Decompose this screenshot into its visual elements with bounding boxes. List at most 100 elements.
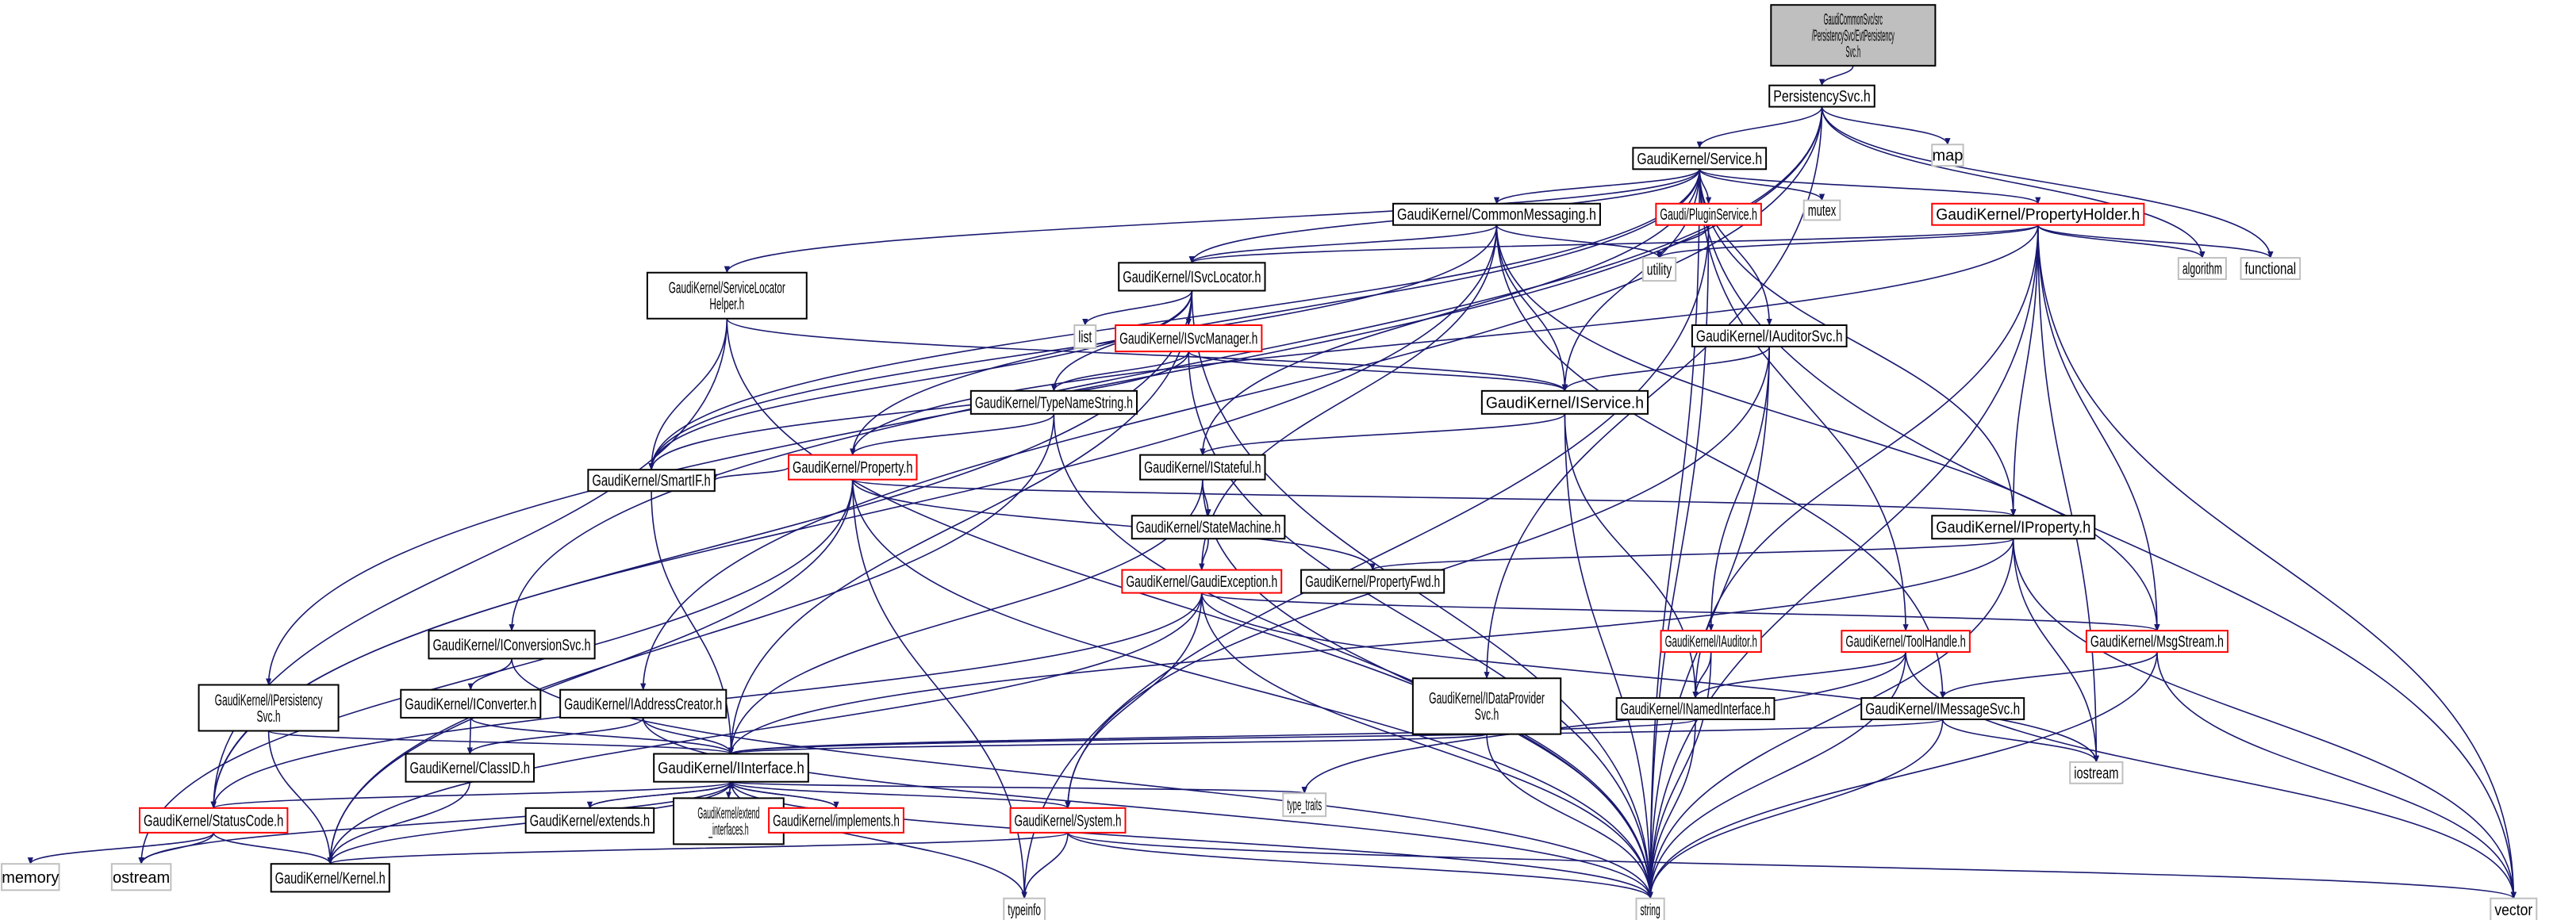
node-label: mutex [1808, 202, 1837, 220]
edge-IAddressCreator-to-string [642, 717, 1653, 899]
node-box [139, 807, 289, 834]
edge-INamedInterface-to-string [1647, 719, 1696, 899]
edge-System-to-vector [1067, 832, 2516, 899]
node-StateMachine[interactable]: GaudiKernel/StateMachine.h [1131, 515, 1286, 540]
node-box [1802, 199, 1841, 221]
node-box [110, 863, 172, 891]
node-StatusCode[interactable]: GaudiKernel/StatusCode.h [139, 807, 289, 834]
edge-IAddressCreator-to-ClassID [466, 717, 644, 755]
node-IService[interactable]: GaudiKernel/IService.h [1480, 389, 1649, 415]
node-PropertyFwd[interactable]: GaudiKernel/PropertyFwd.h [1300, 569, 1445, 594]
edge-IConverter-to-IInterface [470, 717, 734, 755]
node-memory: memory [1, 863, 60, 891]
edge-PropertyHolder-to-string [1647, 224, 2039, 899]
node-Property[interactable]: GaudiKernel/Property.h [787, 454, 918, 481]
edge-IAuditorSvc-to-IAuditor [1708, 346, 1771, 632]
node-IMessageSvc[interactable]: GaudiKernel/IMessageSvc.h [1860, 697, 2025, 721]
node-box [524, 807, 655, 834]
node-box [1641, 257, 1677, 282]
node-label: utility [1647, 262, 1672, 279]
node-ToolHandle[interactable]: GaudiKernel/ToolHandle.h [1841, 630, 1971, 654]
node-IConverter[interactable]: GaudiKernel/IConverter.h [400, 688, 542, 719]
node-map: map [1931, 144, 1964, 167]
node-SmartIF[interactable]: GaudiKernel/SmartIF.h [587, 469, 716, 493]
node-System[interactable]: GaudiKernel/System.h [1009, 807, 1127, 834]
node-root[interactable]: GaudiCommonSvc/src/PersistencySvc/EvtPer… [1770, 4, 1937, 67]
node-ISvcManager[interactable]: GaudiKernel/ISvcManager.h [1115, 324, 1263, 353]
node-box [1660, 630, 1762, 654]
edge-IAddressCreator-to-IInterface [642, 717, 735, 755]
node-INamedInterface[interactable]: GaudiKernel/INamedInterface.h [1615, 697, 1776, 721]
node-label: GaudiKernel/ToolHandle.h [1845, 634, 1966, 651]
node-ClassID[interactable]: GaudiKernel/ClassID.h [405, 753, 536, 783]
node-box [1615, 697, 1776, 721]
node-box [646, 271, 808, 320]
edge-CommonMessaging-to-IMessageSvc [1495, 224, 1946, 699]
node-MsgStream[interactable]: GaudiKernel/MsgStream.h [2085, 630, 2229, 654]
node-CommonMessaging[interactable]: GaudiKernel/CommonMessaging.h [1392, 202, 1601, 226]
node-GaudiException[interactable]: GaudiKernel/GaudiException.h [1121, 569, 1283, 594]
edge-CommonMessaging-to-MsgStream [1495, 224, 2160, 632]
node-box [787, 454, 918, 481]
node-extends[interactable]: GaudiKernel/extends.h [524, 807, 655, 834]
node-implements[interactable]: GaudiKernel/implements.h [768, 807, 904, 834]
node-PluginService[interactable]: Gaudi/PluginService.h [1655, 202, 1762, 226]
node-box [1841, 630, 1971, 654]
node-functional: functional [2240, 257, 2302, 281]
node-label: typeinfo [1008, 902, 1041, 919]
node-box [2177, 257, 2227, 281]
node-box [1411, 677, 1562, 735]
node-list: list [1073, 324, 1097, 350]
node-label: GaudiKernel/IConverter.h [405, 696, 536, 713]
node-PersistencySvc[interactable]: PersistencySvc.h [1768, 84, 1875, 108]
node-label: GaudiKernel/IAuditorSvc.h [1696, 328, 1843, 345]
node-IProperty[interactable]: GaudiKernel/IProperty.h [1931, 515, 2096, 540]
node-label: GaudiKernel/Property.h [793, 459, 913, 477]
node-box [1121, 569, 1283, 594]
node-box [270, 863, 390, 893]
node-Service[interactable]: GaudiKernel/Service.h [1632, 147, 1768, 171]
node-extend_interfaces[interactable]: GaudiKernel/extend_interfaces.h [673, 797, 785, 845]
node-box [1860, 697, 2025, 721]
edge-Service-to-PropertyHolder [1699, 168, 2041, 205]
node-PropertyHolder[interactable]: GaudiKernel/PropertyHolder.h [1931, 202, 2145, 226]
node-box [653, 753, 809, 783]
node-label: iostream [2074, 765, 2118, 782]
edge-IMessageSvc-to-IInterface [728, 719, 1944, 755]
node-label: GaudiKernel/Kernel.h [275, 870, 386, 887]
edge-PropertyHolder-to-IProperty [2010, 224, 2039, 517]
node-IStateful[interactable]: GaudiKernel/IStateful.h [1139, 454, 1266, 481]
node-box [1300, 569, 1445, 594]
node-IConversionSvc[interactable]: GaudiKernel/IConversionSvc.h [428, 630, 596, 660]
node-IPersistencySvc[interactable]: GaudiKernel/IPersistency Svc.h [198, 684, 340, 732]
node-label: GaudiKernel/extend_interfaces.h [697, 805, 759, 839]
node-label: GaudiKernel/CommonMessaging.h [1397, 206, 1596, 224]
edge-GaudiException-to-iostream [1200, 592, 2099, 763]
node-Kernel[interactable]: GaudiKernel/Kernel.h [270, 863, 390, 893]
node-box [559, 688, 727, 719]
node-ISvcLocator[interactable]: GaudiKernel/ISvcLocator.h [1118, 262, 1266, 292]
node-box [1009, 807, 1127, 834]
node-label: GaudiKernel/MsgStream.h [2090, 634, 2224, 651]
node-IAuditorSvc[interactable]: GaudiKernel/IAuditorSvc.h [1691, 324, 1848, 347]
edge-Service-to-IService [1561, 169, 1701, 392]
edges-layer [27, 65, 2516, 899]
node-label: Gaudi/PluginService.h [1660, 206, 1757, 224]
edge-System-to-string [1067, 832, 1653, 899]
node-ServiceLocatorHelper[interactable]: GaudiKernel/ServiceLocator Helper.h [646, 271, 808, 320]
edge-CommonMessaging-to-utility [1495, 224, 1663, 259]
edge-IPersistencySvc-to-Kernel [267, 730, 333, 865]
node-TypeNameString[interactable]: GaudiKernel/TypeNameString.h [969, 389, 1138, 415]
node-box [1931, 515, 2096, 540]
edge-PersistencySvc-to-map [1821, 106, 1951, 146]
node-IDataProviderSvc[interactable]: GaudiKernel/IDataProvider Svc.h [1411, 677, 1562, 735]
node-IAddressCreator[interactable]: GaudiKernel/IAddressCreator.h [559, 688, 727, 719]
edge-MsgStream-to-string [1647, 652, 2158, 899]
edge-PersistencySvc-to-functional [1821, 106, 2274, 259]
node-IInterface[interactable]: GaudiKernel/IInterface.h [653, 753, 809, 783]
node-box [1392, 202, 1601, 226]
edge-GaudiException-to-string [1200, 592, 1653, 899]
edge-System-to-typeinfo [1021, 832, 1069, 899]
node-label: GaudiKernel/PropertyHolder.h [1936, 206, 2140, 224]
node-IAuditor[interactable]: GaudiKernel/IAuditor.h [1660, 630, 1762, 654]
